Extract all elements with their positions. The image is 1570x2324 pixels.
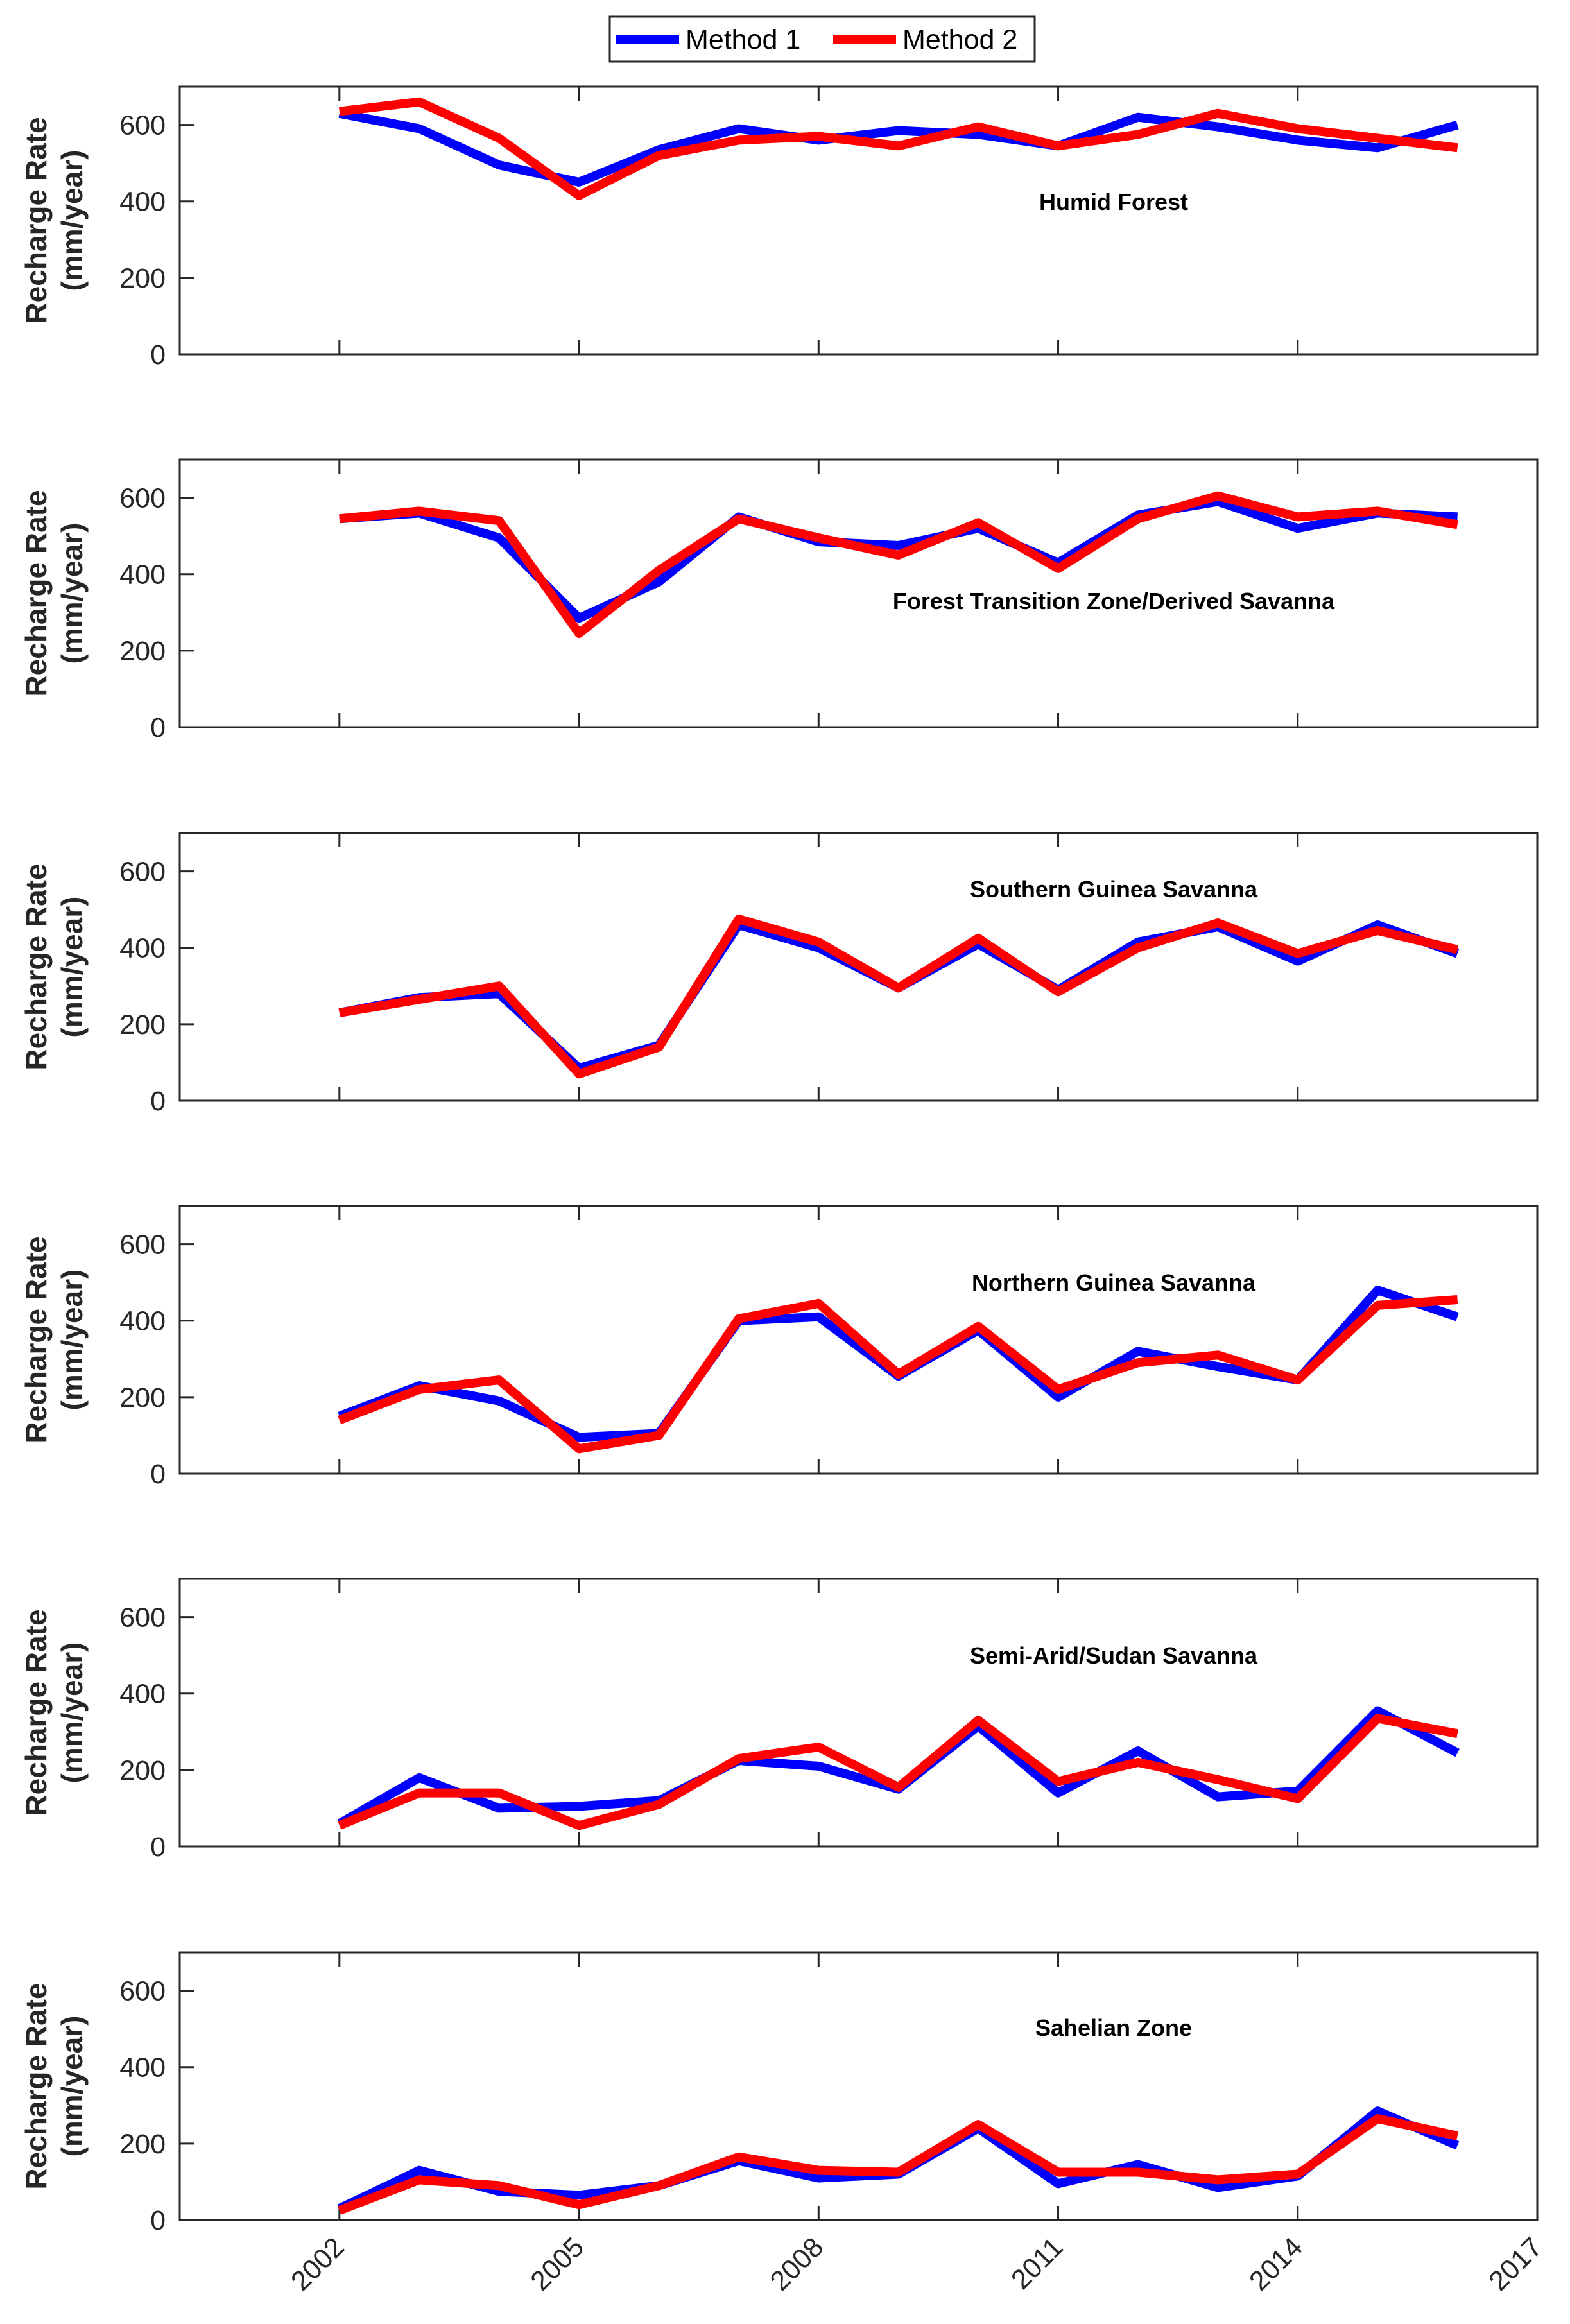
y-tick-label-200: 200 [119, 263, 166, 294]
y-tick-label-0: 0 [150, 1086, 166, 1117]
panel-sahelian-zone: 0 200 400 600 Recharge Rate (mm/year) Sahelian… [19, 1951, 1539, 2236]
x-tick-label-2017: 2017 [1483, 2232, 1548, 2297]
series-line-method-1 [338, 108, 1459, 187]
y-axis-title: Recharge Rate [19, 117, 53, 323]
y-tick-label-0: 0 [150, 340, 166, 370]
y-tick-label-0: 0 [150, 1832, 166, 1863]
x-tick-label-2011: 2011 [1005, 2232, 1069, 2295]
y-tick-label-400: 400 [119, 560, 166, 590]
y-axis-title: Recharge Rate [19, 1236, 53, 1443]
legend: Method 1 Method 2 [608, 15, 1036, 63]
y-axis-title: Recharge Rate [19, 863, 53, 1070]
series-line-method-2 [338, 2114, 1459, 2215]
x-tick-label-2014: 2014 [1243, 2232, 1309, 2297]
x-tick-label-2005: 2005 [525, 2232, 591, 2297]
y-tick-label-0: 0 [150, 1459, 166, 1490]
y-axis-units: (mm/year) [55, 523, 89, 664]
series-line-method-2 [339, 491, 1458, 638]
panel-title: Semi-Arid/Sudan Savanna [970, 1642, 1258, 1669]
y-axis-title: Recharge Rate [19, 490, 53, 696]
x-tick-label-2008: 2008 [764, 2232, 830, 2297]
y-tick-label-600: 600 [119, 483, 166, 514]
y-axis-units: (mm/year) [55, 1642, 89, 1784]
y-tick-label-600: 600 [119, 1603, 166, 1633]
y-tick-label-200: 200 [119, 1010, 166, 1040]
legend-label-method-1: Method 1 [686, 24, 800, 55]
y-tick-label-400: 400 [119, 187, 166, 218]
y-axis-title: Recharge Rate [19, 1609, 53, 1816]
y-tick-label-600: 600 [119, 110, 166, 141]
series-line-method-2 [338, 1295, 1458, 1454]
y-tick-label-0: 0 [150, 712, 166, 743]
y-axis-units: (mm/year) [55, 150, 89, 291]
y-tick-label-200: 200 [119, 1755, 166, 1786]
legend-label-method-2: Method 2 [902, 24, 1017, 55]
panel-semi-arid-sudan-savanna: 0 200 400 600 Recharge Rate (mm/year) Semi-Ari… [19, 1578, 1539, 1863]
y-axis-units: (mm/year) [55, 897, 89, 1038]
axes-box [178, 458, 1539, 728]
y-tick-label-600: 600 [119, 1230, 166, 1261]
x-tick-label-2002: 2002 [285, 2232, 350, 2297]
y-axis-units: (mm/year) [55, 1270, 89, 1411]
panel-northern-guinea-savanna: 0 200 400 600 Recharge Rate (mm/year) Northern… [19, 1205, 1539, 1490]
y-tick-label-400: 400 [119, 1306, 166, 1337]
panel-southern-guinea-savanna: 0 200 400 600 Recharge Rate (mm/year) Southern… [19, 832, 1539, 1117]
panel-title: Northern Guinea Savanna [972, 1270, 1256, 1296]
axes-box [178, 85, 1539, 356]
y-axis-title: Recharge Rate [19, 1983, 53, 2189]
panel-title: Humid Forest [1039, 189, 1188, 215]
legend-box [608, 15, 1036, 63]
y-tick-label-200: 200 [119, 2129, 166, 2160]
panel-title: Southern Guinea Savanna [970, 876, 1258, 902]
series-line-method-2 [338, 97, 1458, 200]
y-tick-label-200: 200 [119, 1382, 166, 1413]
panel-forest-transition-zone-derived-savanna: 0 200 400 600 Recharge Rate (mm/year) Forest T… [19, 458, 1539, 743]
y-tick-label-400: 400 [119, 933, 166, 964]
y-axis-units: (mm/year) [55, 2016, 89, 2157]
y-tick-label-600: 600 [119, 857, 166, 888]
x-tick-labels: 2002 2005 2008 2011 2014 2017 [285, 2232, 1548, 2297]
y-tick-label-200: 200 [119, 636, 166, 667]
series-line-method-2 [338, 1714, 1458, 1830]
y-tick-label-0: 0 [150, 2205, 166, 2236]
y-tick-label-400: 400 [119, 2053, 166, 2083]
panel-title: Sahelian Zone [1035, 2015, 1192, 2041]
series-line-method-2 [338, 915, 1459, 1079]
y-tick-label-600: 600 [119, 1976, 166, 2007]
panel-title: Forest Transition Zone/Derived Savanna [893, 588, 1335, 614]
y-tick-label-400: 400 [119, 1679, 166, 1710]
panel-humid-forest: 0 200 400 600 Recharge Rate (mm/year) Humid Fo… [19, 85, 1539, 370]
